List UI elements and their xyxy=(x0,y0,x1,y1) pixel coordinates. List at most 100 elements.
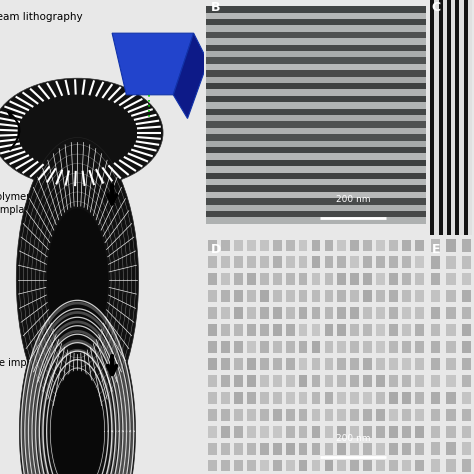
Bar xyxy=(402,307,411,319)
Bar xyxy=(337,375,346,387)
Polygon shape xyxy=(173,33,208,118)
Bar xyxy=(447,375,456,387)
Text: C: C xyxy=(432,1,441,14)
Bar xyxy=(286,375,294,387)
Bar xyxy=(350,358,359,370)
Bar xyxy=(350,460,359,472)
Bar xyxy=(402,273,411,285)
Bar xyxy=(415,358,424,370)
Bar xyxy=(273,307,282,319)
Bar xyxy=(299,392,308,404)
Circle shape xyxy=(47,209,108,351)
Bar xyxy=(221,375,230,387)
Bar xyxy=(311,358,320,370)
Bar xyxy=(415,341,424,353)
Bar xyxy=(325,239,333,251)
Bar xyxy=(389,443,398,455)
Bar xyxy=(206,102,426,109)
Bar xyxy=(325,341,333,353)
Bar xyxy=(234,273,243,285)
Bar xyxy=(221,239,230,251)
Bar xyxy=(234,358,243,370)
Bar xyxy=(247,409,256,421)
Bar xyxy=(206,6,426,12)
Text: D: D xyxy=(210,243,221,256)
Bar xyxy=(221,307,230,319)
Bar xyxy=(325,460,333,472)
Bar xyxy=(468,0,472,235)
Bar xyxy=(431,459,440,472)
Bar xyxy=(311,273,320,285)
Bar xyxy=(206,51,426,57)
Bar xyxy=(443,0,447,235)
Bar xyxy=(221,392,230,404)
Bar xyxy=(337,392,346,404)
Bar xyxy=(260,273,269,285)
Bar xyxy=(299,290,308,302)
Bar xyxy=(299,426,308,438)
Bar xyxy=(286,307,294,319)
Bar xyxy=(431,324,440,336)
Bar xyxy=(455,0,459,235)
Bar xyxy=(438,0,443,235)
Bar xyxy=(431,290,440,302)
Bar xyxy=(206,96,426,102)
Text: B: B xyxy=(210,1,220,14)
Bar xyxy=(260,375,269,387)
Text: template fabrication: template fabrication xyxy=(0,205,90,215)
Bar xyxy=(325,426,333,438)
Bar xyxy=(311,256,320,268)
Bar xyxy=(206,166,426,173)
Bar xyxy=(376,375,385,387)
Bar xyxy=(337,307,346,319)
Bar xyxy=(431,375,440,387)
Bar xyxy=(234,239,243,251)
Bar xyxy=(325,392,333,404)
Bar xyxy=(286,460,294,472)
Bar xyxy=(431,442,440,455)
Bar xyxy=(260,443,269,455)
Bar xyxy=(337,443,346,455)
Bar xyxy=(430,0,434,235)
Bar xyxy=(389,307,398,319)
Bar xyxy=(286,392,294,404)
Bar xyxy=(363,375,372,387)
Bar xyxy=(350,375,359,387)
Bar xyxy=(350,273,359,285)
Bar xyxy=(389,239,398,251)
Bar xyxy=(350,324,359,336)
Bar xyxy=(247,375,256,387)
Circle shape xyxy=(16,137,138,422)
Bar xyxy=(206,134,426,141)
Bar xyxy=(221,358,230,370)
Bar xyxy=(376,443,385,455)
Bar xyxy=(363,324,372,336)
Bar xyxy=(206,160,426,166)
Bar xyxy=(464,0,468,235)
Bar xyxy=(389,409,398,421)
Bar xyxy=(350,426,359,438)
Bar xyxy=(325,324,333,336)
Bar xyxy=(337,460,346,472)
Bar xyxy=(221,443,230,455)
Bar xyxy=(363,341,372,353)
Bar xyxy=(462,375,471,387)
Bar xyxy=(247,443,256,455)
Bar xyxy=(431,409,440,421)
Bar xyxy=(350,256,359,268)
Bar xyxy=(415,392,424,404)
Bar xyxy=(208,239,217,251)
Bar xyxy=(299,273,308,285)
Bar xyxy=(447,239,456,252)
Bar xyxy=(286,273,294,285)
Bar xyxy=(234,426,243,438)
Bar xyxy=(260,239,269,251)
Bar xyxy=(337,290,346,302)
Bar xyxy=(208,375,217,387)
Bar xyxy=(273,426,282,438)
Text: ble imprint: ble imprint xyxy=(0,358,43,368)
Bar xyxy=(415,256,424,268)
Bar xyxy=(462,409,471,421)
Bar xyxy=(376,273,385,285)
Bar xyxy=(389,290,398,302)
